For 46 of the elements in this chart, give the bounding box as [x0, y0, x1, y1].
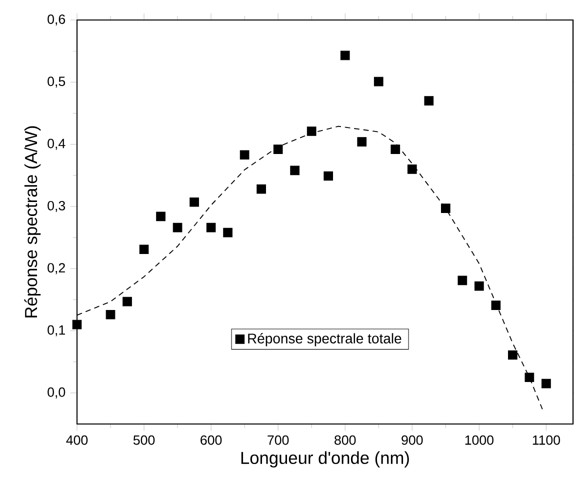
- point: [156, 212, 166, 222]
- y-tick-label: 0,0: [48, 387, 66, 398]
- x-axis-title: Longueur d'onde (nm): [241, 451, 409, 468]
- point: [542, 378, 551, 388]
- y-tick-label: 0,1: [48, 325, 65, 336]
- point: [139, 244, 149, 254]
- point: [374, 76, 384, 86]
- point: [524, 372, 534, 382]
- point: [340, 50, 350, 60]
- point: [172, 222, 182, 232]
- y-tick-label: 0,5: [48, 76, 66, 88]
- point: [290, 166, 300, 176]
- x-tick-label: 500: [133, 435, 155, 445]
- point: [256, 184, 266, 194]
- y-tick-label: 0,4: [48, 138, 66, 150]
- y-tick-label: 0,6: [48, 14, 66, 26]
- point: [223, 228, 232, 238]
- x-tick-label: 700: [268, 435, 289, 445]
- y-tick-label: 0,3: [48, 200, 66, 212]
- point: [206, 222, 216, 232]
- point: [122, 296, 132, 306]
- point: [458, 276, 468, 286]
- y-tick-label: 0,2: [48, 263, 65, 274]
- x-tick-label: 1000: [465, 435, 494, 445]
- point: [240, 150, 250, 160]
- point: [324, 171, 334, 181]
- x-tick-label: 800: [334, 435, 356, 445]
- point: [357, 137, 367, 146]
- point: [424, 96, 434, 106]
- point: [474, 281, 484, 291]
- y-axis-title: Réponse spectrale (A/W): [24, 126, 41, 318]
- point: [440, 204, 450, 213]
- point: [407, 164, 417, 174]
- x-tick-label: 1100: [532, 435, 560, 445]
- point: [491, 300, 501, 310]
- point: [273, 144, 283, 154]
- point: [190, 197, 199, 207]
- point: [72, 320, 82, 330]
- legend-label: Réponse spectrale totale: [248, 333, 402, 346]
- point: [106, 310, 116, 320]
- x-tick-label: 600: [200, 435, 222, 445]
- point: [508, 350, 518, 360]
- point: [390, 144, 400, 154]
- x-tick-label: 900: [402, 435, 423, 445]
- x-tick-label: 400: [66, 435, 88, 445]
- point: [306, 126, 316, 136]
